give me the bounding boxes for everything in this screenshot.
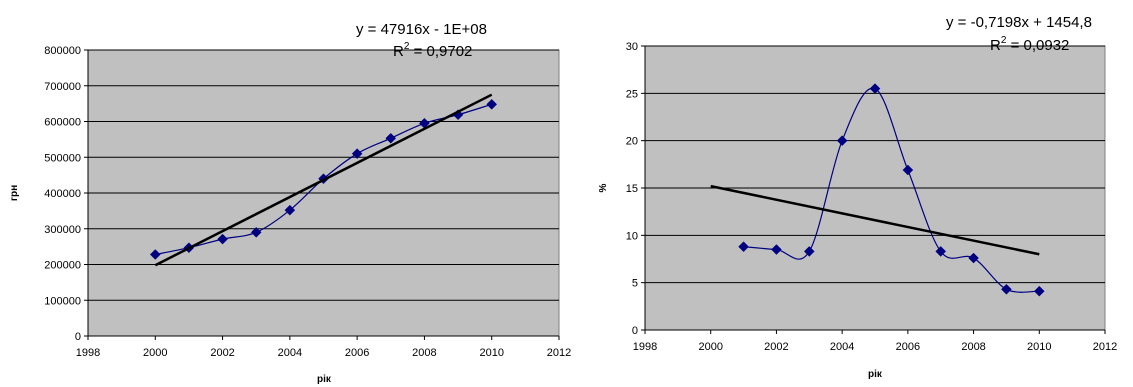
r-squared-value: = 0,9702	[409, 43, 472, 60]
data-point	[149, 249, 161, 260]
x-axis-label: рік	[868, 369, 883, 380]
data-point	[771, 244, 782, 255]
chart-revenue: 0 100000 200000 300000 400000 500000 600000 700…	[9, 21, 571, 385]
x-tick-labels: 1998 2000 2002 2004 2006 2008 2010 2012	[633, 341, 1117, 353]
r-squared-prefix: R	[990, 37, 1001, 54]
y-tick-label: 10	[626, 230, 638, 242]
data-point	[902, 164, 914, 176]
r-squared-prefix: R	[393, 43, 404, 60]
y-tick-label: 600000	[44, 117, 81, 129]
data-point	[250, 226, 262, 238]
y-tick-label: 300000	[44, 224, 81, 236]
y-tick-label: 25	[626, 88, 638, 100]
y-tick-label: 400000	[44, 188, 81, 200]
y-tick-label: 30	[626, 41, 638, 53]
x-tick-label: 2002	[764, 341, 788, 353]
x-tick-label: 2008	[961, 341, 985, 353]
data-point	[284, 204, 296, 216]
data-point	[738, 241, 749, 253]
data-series	[149, 98, 498, 260]
trendline	[710, 184, 1040, 256]
y-tick-labels: 0 100000 200000 300000 400000 500000 600000 700…	[44, 45, 81, 343]
r-squared-value: = 0,0932	[1006, 37, 1069, 54]
data-point	[869, 83, 881, 94]
axes	[84, 49, 560, 340]
x-tick-labels: 1998 2000 2002 2004 2006 2008 2010 2012	[76, 347, 571, 359]
data-point	[385, 132, 397, 144]
y-tick-label: 0	[632, 325, 638, 337]
x-tick-label: 2010	[1027, 341, 1051, 353]
y-tick-label: 800000	[44, 45, 81, 57]
x-axis-label: рік	[317, 374, 332, 385]
chart-percent: 0 5 10 15 20 25 30 1998 2000 2002 2004 2006 2008 201…	[598, 14, 1117, 380]
trendline-line	[710, 184, 1040, 256]
data-point	[1001, 283, 1012, 295]
data-point	[935, 246, 947, 257]
gridlines	[88, 49, 559, 301]
data-series	[738, 83, 1045, 297]
y-tick-label: 100000	[44, 295, 81, 307]
data-point	[351, 148, 363, 160]
data-point	[968, 252, 979, 264]
x-tick-label: 2004	[278, 347, 302, 359]
r-squared: R2 = 0,0932	[990, 35, 1069, 54]
trend-equation: y = 47916x - 1E+08	[356, 21, 487, 38]
r-squared: R2 = 0,9702	[393, 41, 472, 60]
y-tick-label: 0	[75, 331, 81, 343]
data-point	[486, 98, 498, 110]
axes	[641, 45, 1106, 334]
y-tick-label: 15	[626, 183, 638, 195]
x-tick-label: 1998	[76, 347, 100, 359]
y-tick-label: 500000	[44, 152, 81, 164]
x-tick-label: 2006	[345, 347, 369, 359]
x-tick-label: 2004	[830, 341, 854, 353]
trendline-line	[154, 93, 493, 267]
data-point	[217, 233, 228, 245]
y-tick-label: 20	[626, 136, 638, 148]
trend-equation: y = -0,7198x + 1454,8	[946, 14, 1092, 31]
x-tick-label: 2000	[143, 347, 167, 359]
y-tick-label: 200000	[44, 260, 81, 272]
y-axis-label: грн	[9, 185, 20, 201]
r-squared-sup: 2	[1001, 35, 1007, 46]
data-point	[803, 246, 815, 257]
series-line	[743, 87, 1040, 293]
x-tick-label: 2012	[547, 347, 571, 359]
trendline	[154, 93, 493, 267]
y-tick-label: 700000	[44, 81, 81, 93]
y-axis-label: %	[598, 183, 609, 192]
y-tick-label: 5	[632, 278, 638, 290]
x-tick-label: 2008	[412, 347, 436, 359]
x-tick-label: 2002	[210, 347, 234, 359]
x-tick-label: 2012	[1093, 341, 1117, 353]
x-tick-label: 2010	[479, 347, 503, 359]
r-squared-sup: 2	[404, 41, 410, 52]
data-point	[1033, 285, 1045, 297]
y-tick-labels: 0 5 10 15 20 25 30	[626, 41, 638, 337]
data-point	[836, 135, 848, 147]
x-tick-label: 1998	[633, 341, 657, 353]
x-tick-label: 2006	[896, 341, 920, 353]
x-tick-label: 2000	[698, 341, 722, 353]
